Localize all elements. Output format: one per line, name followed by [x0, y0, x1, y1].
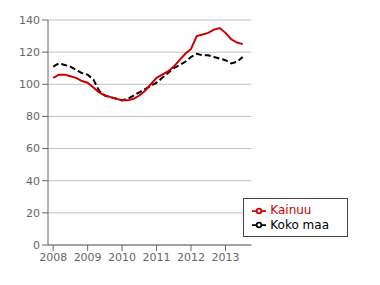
svg-text:2012: 2012 — [177, 251, 205, 264]
svg-text:140: 140 — [19, 14, 40, 27]
svg-text:2009: 2009 — [74, 251, 102, 264]
svg-text:0: 0 — [33, 239, 40, 252]
svg-text:2010: 2010 — [108, 251, 136, 264]
html-text:Kainuu: Kainuu — [270, 203, 312, 217]
svg-text:120: 120 — [19, 46, 40, 59]
svg-text:2008: 2008 — [39, 251, 67, 264]
html-text:Koko maa: Koko maa — [270, 217, 329, 232]
svg-text:2013: 2013 — [211, 251, 239, 264]
svg-text:40: 40 — [26, 175, 40, 188]
svg-text:60: 60 — [26, 142, 40, 155]
svg-text:80: 80 — [26, 110, 40, 123]
svg-text:20: 20 — [26, 207, 40, 220]
svg-text:2011: 2011 — [143, 251, 171, 264]
svg-text:100: 100 — [19, 78, 40, 91]
